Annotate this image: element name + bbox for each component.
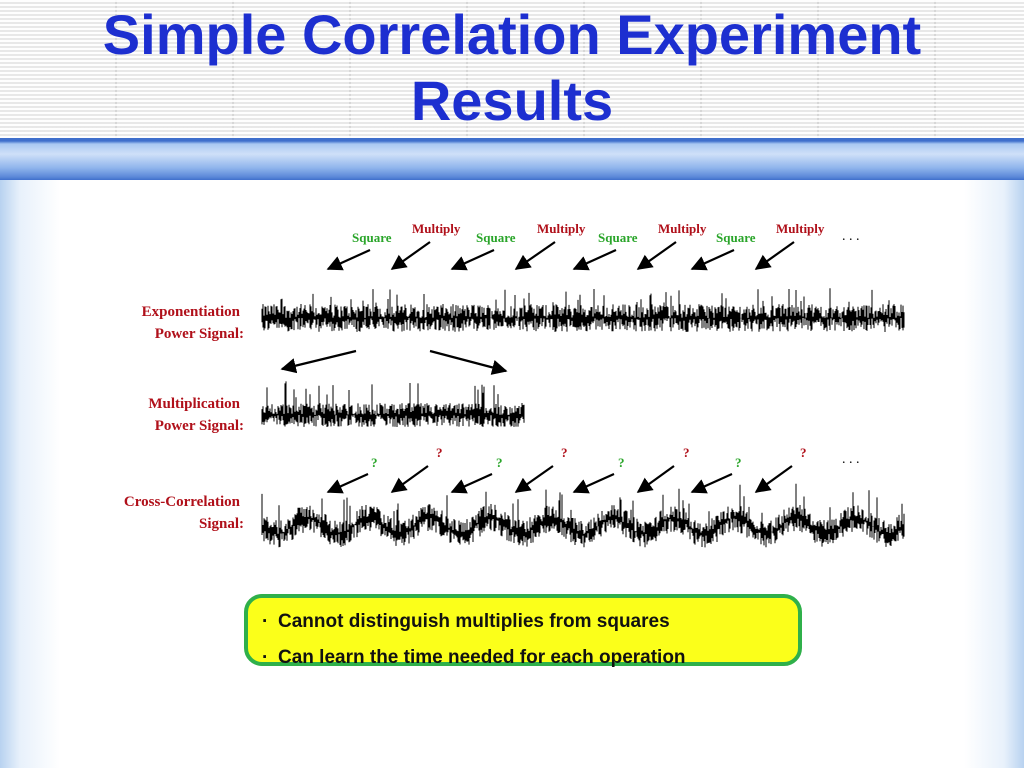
callout-text-2: Can learn the time needed for each opera… — [278, 647, 686, 668]
q-label-8: ? — [800, 445, 807, 460]
q-label-4: ? — [561, 445, 568, 460]
title-band — [0, 138, 1024, 180]
arrow-top-3 — [450, 248, 495, 271]
title-line-2: Results — [410, 69, 614, 132]
arrow-zoom-right — [429, 349, 508, 375]
label-multiply-2: Multiply — [537, 221, 586, 236]
label-square-1: Square — [352, 230, 392, 245]
bullet-dot: · — [262, 647, 269, 668]
label-square-2: Square — [476, 230, 516, 245]
q-label-7: ? — [735, 455, 742, 470]
cross-arrows — [326, 465, 793, 494]
arrow-cc-3 — [450, 472, 493, 494]
label-mul-2: Power Signal: — [155, 418, 244, 434]
multiplication-power-trace — [261, 381, 525, 427]
cross-correlation-trace — [261, 483, 905, 548]
arrow-top-6 — [636, 241, 677, 270]
arrow-top-2 — [390, 241, 431, 270]
arrow-cc-4 — [514, 465, 554, 493]
label-square-3: Square — [598, 230, 638, 245]
arrow-cc-2 — [390, 465, 429, 493]
arrow-cc-1 — [326, 472, 369, 494]
arrow-top-8 — [754, 241, 795, 270]
label-multiply-3: Multiply — [658, 221, 707, 236]
arrow-cc-6 — [636, 465, 675, 493]
callout-item-1: · Cannot distinguish multiplies from squa… — [262, 604, 784, 640]
page-title: Simple Correlation Experiment Results — [0, 2, 1024, 134]
top-ellipsis: . . . — [842, 229, 860, 244]
callout-text-1: Cannot distinguish multiplies from squar… — [278, 611, 670, 632]
zoom-arrows — [280, 349, 508, 375]
label-square-4: Square — [716, 230, 756, 245]
label-exp-1: Exponentiation — [142, 304, 241, 320]
arrow-top-7 — [690, 248, 735, 271]
label-mul-1: Multiplication — [148, 396, 240, 412]
q-label-5: ? — [618, 455, 625, 470]
cross-ellipsis: . . . — [842, 452, 860, 467]
label-multiply-4: Multiply — [776, 221, 825, 236]
arrow-top-5 — [572, 248, 617, 271]
summary-callout: · Cannot distinguish multiplies from squa… — [244, 594, 802, 668]
arrow-top-1 — [326, 248, 371, 271]
label-multiply-1: Multiply — [412, 221, 461, 236]
q-label-1: ? — [371, 455, 378, 470]
arrow-cc-5 — [572, 472, 615, 494]
label-cc-2: Signal: — [199, 516, 244, 532]
top-arrows — [326, 241, 795, 271]
q-label-3: ? — [496, 455, 503, 470]
header-background — [0, 0, 1024, 138]
title-line-1: Simple Correlation Experiment — [102, 3, 922, 66]
arrow-zoom-left — [280, 349, 357, 374]
bullet-dot: · — [262, 611, 269, 632]
arrow-top-4 — [514, 241, 556, 270]
arrow-cc-8 — [754, 465, 793, 493]
q-label-2: ? — [436, 445, 443, 460]
label-cc-1: Cross-Correlation — [124, 494, 241, 510]
callout-item-2: · Can learn the time needed for each oper… — [262, 640, 784, 676]
arrow-cc-7 — [690, 472, 733, 494]
exponentiation-power-trace — [261, 288, 905, 332]
q-label-6: ? — [683, 445, 690, 460]
label-exp-2: Power Signal: — [155, 326, 244, 342]
